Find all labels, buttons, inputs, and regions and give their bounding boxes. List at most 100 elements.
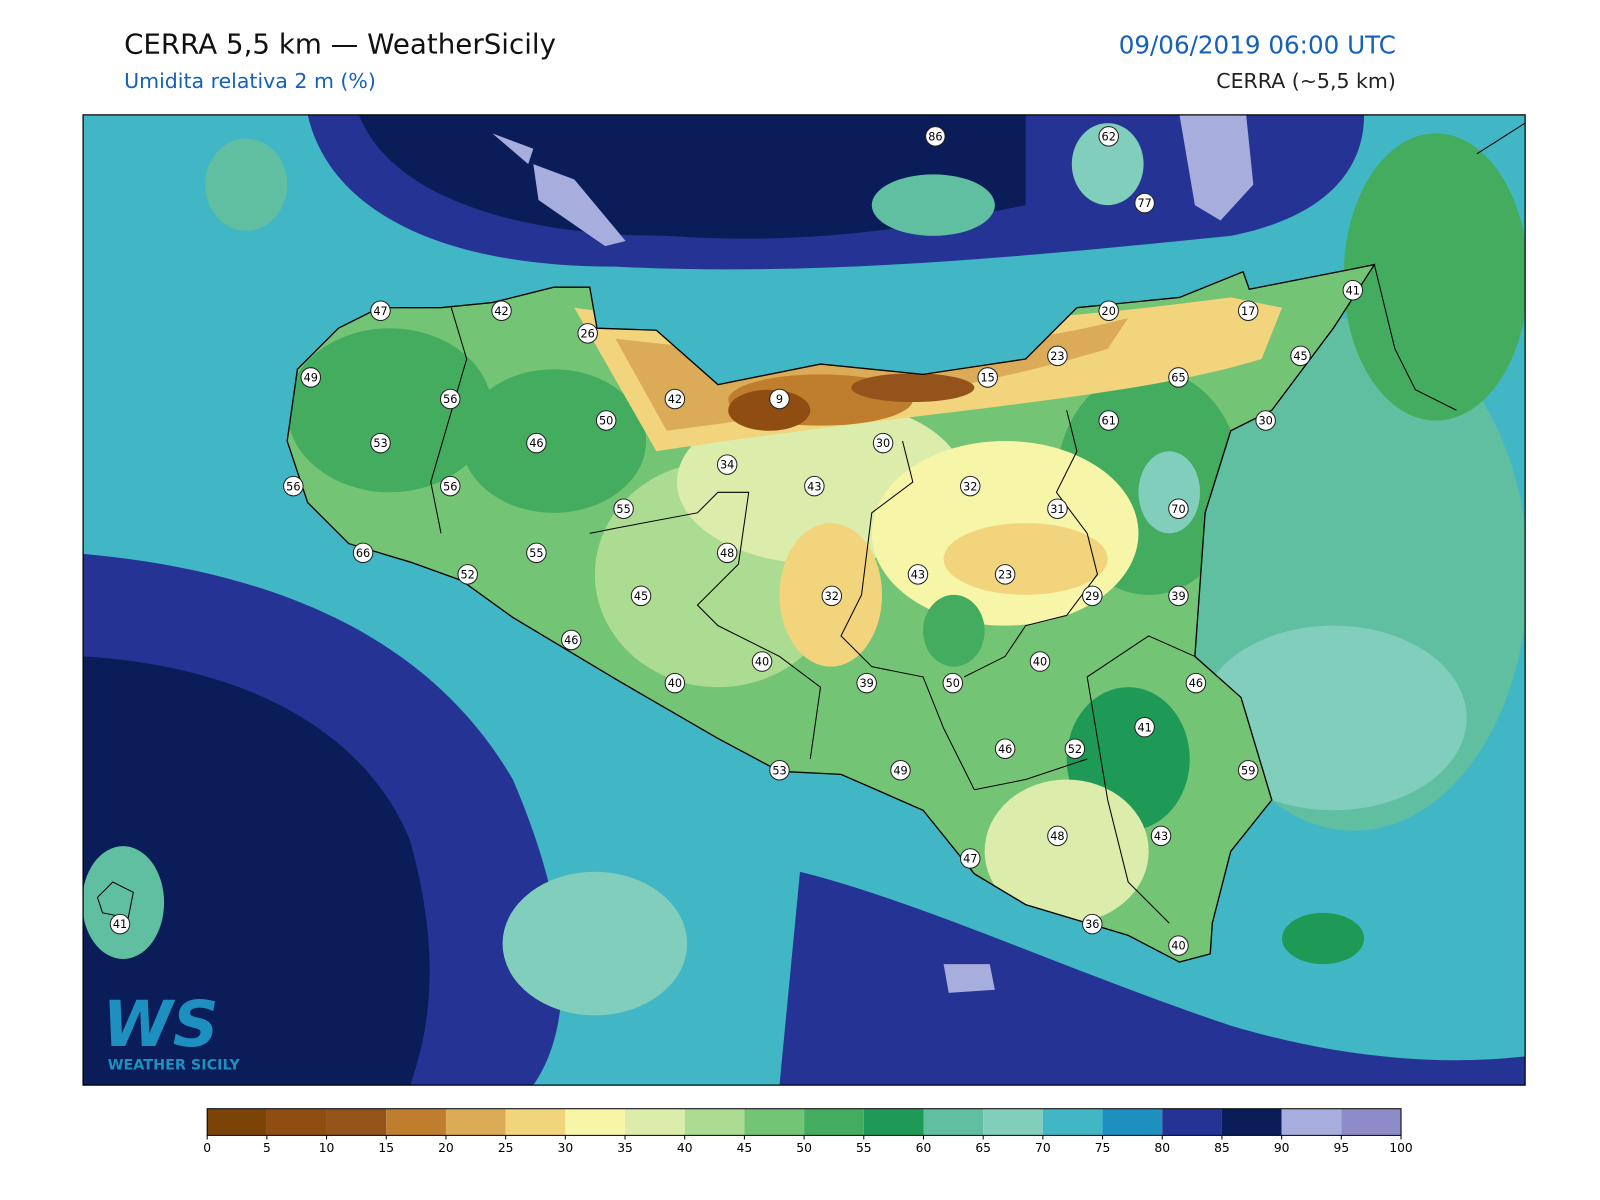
colorbar-tick-label: 70: [1035, 1141, 1051, 1155]
colorbar-tick-label: 55: [856, 1141, 872, 1155]
coastline: [286, 263, 1376, 963]
colorbar: 0 5 10 15 20 25 30 35 40 45 50 55 60 65 70 75 80 85 90 95 10…: [203, 1108, 1413, 1155]
station-marker: [1168, 935, 1189, 956]
colorbar-tick-label: 25: [498, 1141, 514, 1155]
colorbar-tick-label: 20: [438, 1141, 454, 1155]
station-label: 23: [998, 568, 1012, 581]
station-label: 56: [286, 480, 300, 493]
station-label: 46: [564, 634, 578, 647]
station-marker: [1237, 300, 1259, 322]
station-marker: [716, 542, 738, 564]
subtitle: Umidita relativa 2 m (%): [124, 69, 376, 93]
station-label: 40: [668, 677, 682, 690]
colorbar-tick-label: 100: [1389, 1141, 1412, 1155]
stations: 86 62 77 47 42 26 20 17 41 49 56 42 9 15 23 65 45 50 61 30 5…: [109, 126, 1364, 956]
station-label: 20: [1102, 305, 1116, 318]
station-marker: [1342, 279, 1364, 301]
station-label: 36: [1085, 918, 1099, 931]
colorbar-segment: [1341, 1108, 1402, 1136]
station-marker: [283, 475, 304, 497]
station-label: 66: [356, 547, 370, 560]
station-label: 30: [1258, 415, 1272, 428]
station-marker: [1082, 585, 1103, 607]
station-marker: [821, 585, 843, 607]
logo-text: WEATHER SICILY: [108, 1058, 241, 1074]
colorbar-tick-label: 95: [1334, 1141, 1350, 1155]
station-marker: [769, 388, 790, 410]
station-marker: [1098, 126, 1119, 147]
colorbar-tick-label: 90: [1274, 1141, 1290, 1155]
station-marker: [561, 629, 582, 651]
station-label: 53: [373, 437, 387, 450]
station-label: 47: [963, 853, 977, 866]
station-label: 43: [911, 568, 925, 581]
colorbar-segment: [1042, 1108, 1103, 1136]
colorbar-segment: [744, 1108, 805, 1136]
station-label: 53: [772, 764, 786, 777]
station-marker: [856, 672, 877, 694]
station-marker: [526, 542, 547, 564]
station-marker: [994, 738, 1016, 759]
station-marker: [1168, 585, 1189, 607]
station-marker: [439, 475, 461, 497]
station-label: 40: [755, 656, 769, 669]
station-marker: [1082, 913, 1103, 935]
station-label: 47: [373, 305, 387, 318]
station-label: 41: [113, 918, 127, 931]
station-label: 39: [859, 677, 873, 690]
station-label: 77: [1137, 197, 1151, 210]
station-marker: [1047, 498, 1068, 519]
station-label: 45: [1293, 350, 1307, 363]
pantelleria: [96, 881, 134, 919]
colorbar-tick-label: 45: [737, 1141, 753, 1155]
station-marker: [630, 585, 652, 607]
station-label: 65: [1171, 372, 1185, 385]
station-marker: [491, 300, 512, 322]
colorbar-segment: [1102, 1108, 1163, 1136]
station-label: 52: [461, 568, 475, 581]
colorbar-segment: [1221, 1108, 1282, 1136]
station-marker: [890, 759, 911, 781]
station-marker: [1047, 345, 1068, 367]
station-label: 43: [1154, 830, 1168, 843]
station-marker: [370, 300, 391, 322]
station-label: 55: [529, 547, 543, 560]
station-label: 41: [1346, 284, 1360, 297]
date: 09/06/2019 06:00 UTC: [1119, 30, 1396, 59]
station-label: 48: [1050, 830, 1064, 843]
station-marker: [1255, 410, 1276, 431]
colorbar-tick-label: 30: [558, 1141, 574, 1155]
station-label: 39: [1171, 590, 1185, 603]
station-label: 49: [304, 372, 318, 385]
station-label: 56: [443, 480, 457, 493]
station-label: 46: [1189, 677, 1203, 690]
station-label: 42: [668, 393, 682, 406]
colorbar-tick-label: 85: [1214, 1141, 1230, 1155]
station-marker: [526, 432, 547, 454]
station-label: 62: [1102, 131, 1116, 144]
colorbar-segment: [863, 1108, 924, 1136]
station-label: 30: [876, 437, 890, 450]
station-label: 40: [1033, 656, 1047, 669]
station-label: 49: [893, 764, 907, 777]
station-marker: [664, 388, 686, 410]
station-label: 50: [599, 415, 613, 428]
colorbar-tick-label: 10: [319, 1141, 335, 1155]
colorbar-tick-label: 65: [975, 1141, 991, 1155]
province-borders: [430, 307, 1196, 924]
station-label: 32: [825, 590, 839, 603]
station-label: 34: [720, 459, 734, 472]
colorbar-tick-label: 5: [263, 1141, 271, 1155]
colorbar-tick-label: 80: [1154, 1141, 1170, 1155]
station-label: 46: [998, 743, 1012, 756]
station-marker: [1134, 716, 1155, 738]
station-label: 45: [634, 590, 648, 603]
station-marker: [613, 498, 634, 519]
station-label: 41: [1137, 721, 1151, 734]
station-label: 46: [529, 437, 543, 450]
station-marker: [959, 848, 981, 869]
colorbar-segment: [266, 1108, 327, 1136]
station-label: 29: [1085, 590, 1099, 603]
colorbar-segment: [923, 1108, 984, 1136]
